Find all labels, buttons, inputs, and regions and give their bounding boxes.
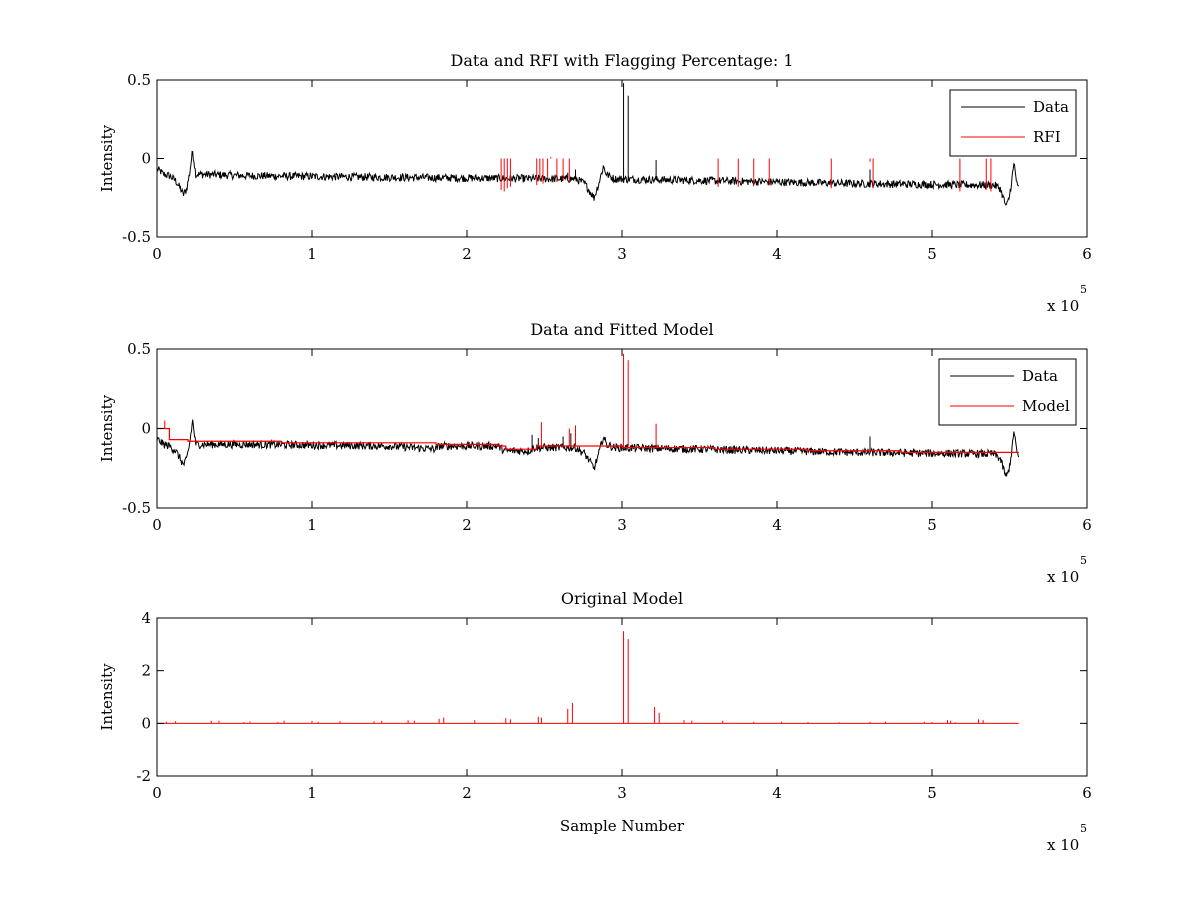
x-tick-label: 6 (1082, 245, 1092, 263)
x-multiplier-label: x 10 (1047, 568, 1079, 586)
x-tick-label: 0 (152, 245, 162, 263)
legend-box (938, 358, 1077, 426)
y-tick-label: 0.5 (127, 340, 151, 358)
x-tick-label: 3 (617, 245, 627, 263)
y-tick-label: 4 (141, 609, 151, 627)
x-tick-label: 4 (772, 516, 782, 534)
x-tick-label: 1 (307, 245, 317, 263)
y-tick-label: -0.5 (122, 228, 151, 246)
x-tick-label: 0 (152, 784, 162, 802)
plot-area (156, 79, 1088, 238)
x-multiplier-label: x 10 (1047, 836, 1079, 854)
plot-content (157, 631, 1019, 724)
plot-content (157, 83, 1020, 206)
y-tick-label: 2 (141, 662, 151, 680)
legend: Data RFI (949, 89, 1077, 157)
series-data (157, 83, 1020, 206)
series-model (157, 631, 1019, 724)
x-tick-label: 2 (462, 516, 472, 534)
legend-label: RFI (1033, 128, 1061, 146)
y-tick-label: 0 (141, 420, 151, 438)
y-axis-label: Intensity (98, 394, 116, 462)
x-tick-label: 5 (927, 784, 937, 802)
y-tick-label: 0 (141, 714, 151, 732)
legend-label: Data (1033, 98, 1069, 116)
y-tick-label: -2 (136, 767, 151, 785)
legend-box (949, 89, 1077, 157)
x-tick-label: 6 (1082, 784, 1092, 802)
series-line (157, 419, 1020, 477)
x-tick-label: 6 (1082, 516, 1092, 534)
y-tick-label: 0.5 (127, 71, 151, 89)
plot-area (156, 617, 1088, 777)
y-tick-label: 0 (141, 150, 151, 168)
plot-area (156, 348, 1088, 509)
x-tick-label: 2 (462, 245, 472, 263)
x-tick-label: 4 (772, 784, 782, 802)
x-multiplier-label: x 10 (1047, 297, 1079, 315)
legend-label: Data (1022, 367, 1058, 385)
x-tick-label: 1 (307, 784, 317, 802)
x-axis-label: Sample Number (560, 817, 685, 835)
x-multiplier-exponent: 5 (1080, 283, 1087, 296)
legend: Data Model (938, 358, 1077, 426)
x-multiplier-exponent: 5 (1080, 822, 1087, 835)
y-axis-label: Intensity (98, 124, 116, 192)
x-tick-label: 4 (772, 245, 782, 263)
series-rfi (500, 156, 992, 192)
x-tick-label: 0 (152, 516, 162, 534)
series-line (157, 150, 1020, 206)
x-tick-label: 5 (927, 516, 937, 534)
series-model (157, 353, 1019, 453)
chart-title: Data and Fitted Model (530, 320, 713, 339)
x-multiplier-exponent: 5 (1080, 554, 1087, 567)
model-line (157, 427, 1019, 453)
series-data (157, 419, 1020, 477)
x-tick-label: 1 (307, 516, 317, 534)
x-tick-label: 3 (617, 516, 627, 534)
legend-label: Model (1022, 397, 1070, 415)
x-tick-label: 5 (927, 245, 937, 263)
chart-title: Original Model (561, 589, 683, 608)
chart-title: Data and RFI with Flagging Percentage: 1 (450, 51, 793, 70)
plot-content (157, 353, 1020, 477)
y-tick-label: -0.5 (122, 499, 151, 517)
x-tick-label: 3 (617, 784, 627, 802)
y-axis-label: Intensity (98, 663, 116, 731)
x-tick-label: 2 (462, 784, 472, 802)
